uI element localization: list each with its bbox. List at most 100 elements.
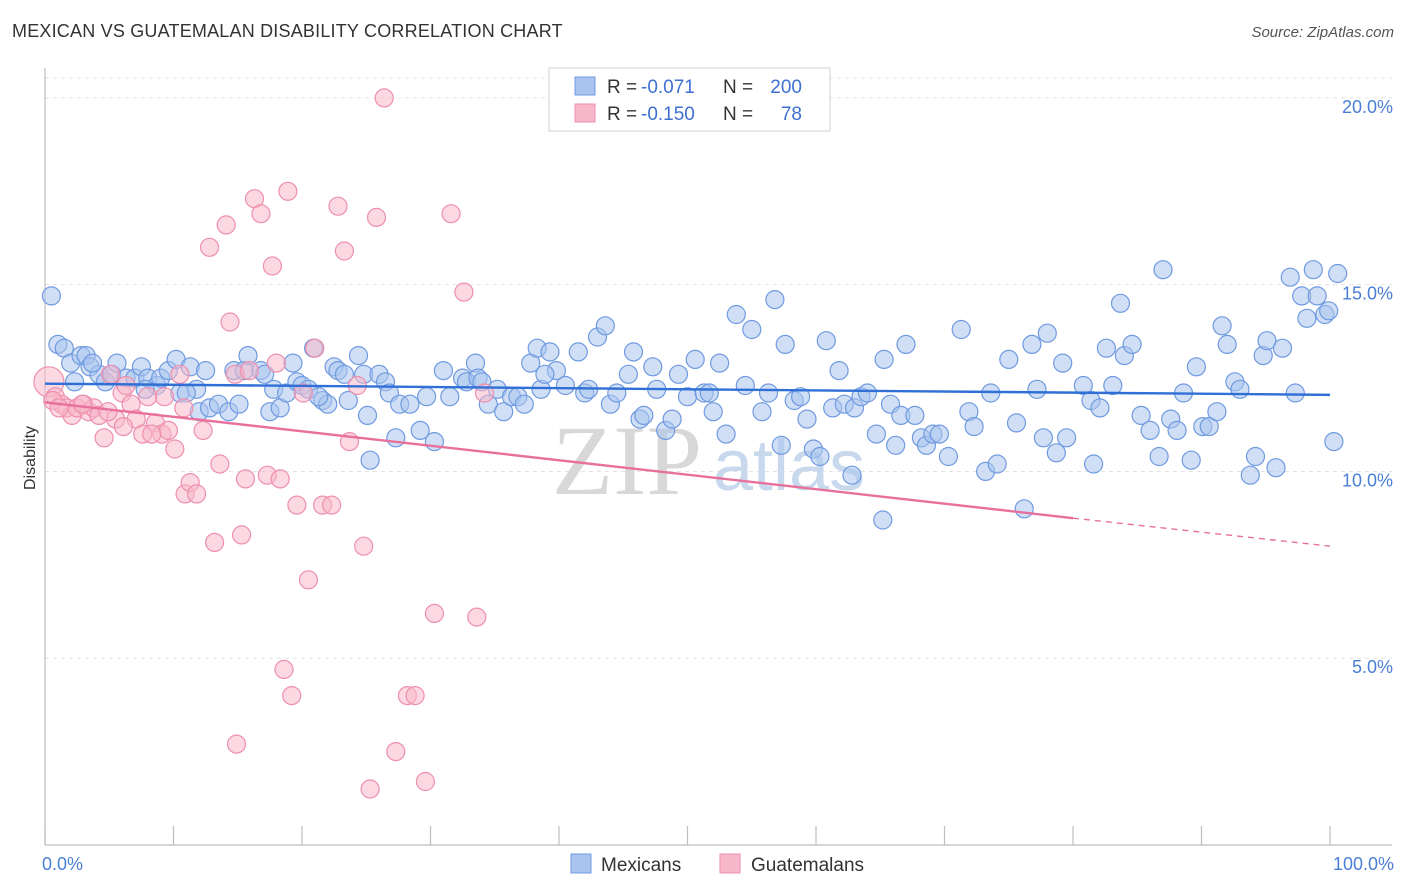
mexicans-point-63 — [440, 387, 460, 407]
mexicans-point-48 — [338, 390, 358, 411]
mexicans-point-87 — [607, 383, 627, 403]
stats-r-value-mexicans: -0.071 — [641, 77, 695, 98]
guatemalans-point-59 — [374, 88, 394, 108]
mexicans-point-107 — [758, 383, 779, 403]
y-tick-label-20: 20.0% — [1342, 97, 1393, 117]
mexicans-point-118 — [829, 361, 849, 381]
mexicans-point-145 — [1022, 334, 1042, 354]
mexicans-point-188 — [1307, 286, 1327, 306]
guatemalans-point-18 — [138, 387, 158, 407]
guatemalans-point-72 — [72, 394, 92, 414]
guatemalans-point-40 — [262, 256, 282, 276]
mexicans-point-136 — [951, 319, 971, 340]
mexicans-point-127 — [886, 435, 906, 455]
mexicans-point-198 — [82, 353, 103, 373]
mexicans-point-89 — [623, 342, 644, 362]
mexicans-point-162 — [1140, 420, 1160, 440]
legend: Mexicans Guatemalans — [570, 853, 864, 876]
guatemalans-point-62 — [405, 685, 425, 706]
mexicans-point-161 — [1131, 405, 1151, 425]
trend-line-mexicans — [44, 382, 1331, 397]
guatemalans-point-46 — [287, 495, 307, 515]
mexicans-point-29 — [229, 394, 249, 414]
guatemalans-point-26 — [187, 484, 207, 504]
mexicans-point-88 — [618, 364, 639, 384]
y-tick-labels: 5.0% 10.0% 15.0% 20.0% — [1342, 97, 1393, 677]
y-tick-label-5: 5.0% — [1352, 657, 1393, 677]
mexicans-point-98 — [685, 349, 705, 369]
mexicans-point-174 — [1217, 334, 1237, 354]
mexicans-point-154 — [1083, 454, 1104, 474]
mexicans-point-38 — [283, 353, 303, 373]
mexicans-point-168 — [1181, 450, 1201, 470]
mexicans-point-172 — [1207, 402, 1227, 422]
guatemalans-point-43 — [274, 659, 294, 680]
x-tick-label-min: 0.0% — [42, 854, 83, 874]
guatemalans-point-74 — [113, 417, 134, 437]
legend-label-guatemalans[interactable]: Guatemalans — [751, 855, 864, 876]
guatemalans-point-57 — [360, 779, 380, 799]
mexicans-point-108 — [765, 290, 785, 310]
mexicans-point-58 — [400, 394, 420, 414]
trend-lines — [44, 382, 1331, 547]
mexicans-point-101 — [709, 353, 730, 373]
guatemalans-point-47 — [293, 383, 313, 403]
guatemalans-point-52 — [328, 196, 348, 216]
mexicans-point-129 — [896, 334, 916, 354]
guatemalans-point-44 — [278, 181, 298, 201]
guatemalans-point-30 — [210, 454, 230, 474]
mexicans-point-92 — [643, 357, 663, 377]
mexicans-point-142 — [999, 349, 1019, 369]
mexicans-point-24 — [196, 361, 216, 381]
mexicans-point-151 — [1056, 428, 1077, 448]
guatemalans-point-34 — [232, 525, 252, 545]
mexicans-point-155 — [1090, 398, 1110, 418]
watermark: ZIP atlas — [552, 405, 865, 516]
legend-swatch-guatemalans[interactable] — [719, 853, 741, 874]
mexicans-point-146 — [1027, 379, 1047, 399]
stats-r-label-mexicans: R = — [607, 77, 637, 98]
mexicans-point-186 — [1297, 308, 1317, 328]
mexicans-point-192 — [1324, 432, 1344, 452]
guatemalans-point-31 — [216, 215, 236, 235]
legend-swatch-mexicans[interactable] — [570, 853, 592, 874]
mexicans-point-144 — [1014, 499, 1034, 519]
guatemalans-point-53 — [334, 241, 354, 261]
mexicans-point-169 — [1186, 357, 1207, 377]
mexicans-point-156 — [1096, 338, 1117, 358]
mexicans-point-157 — [1103, 375, 1123, 396]
guatemalans-point-67 — [467, 607, 487, 627]
mexicans-point-91 — [634, 405, 654, 425]
mexicans-point-180 — [1257, 331, 1277, 351]
mexicans-point-149 — [1046, 443, 1066, 463]
guatemalans-point-58 — [366, 207, 387, 227]
mexicans-point-164 — [1153, 260, 1173, 280]
x-ticks — [44, 826, 1331, 845]
guatemalans-point-63 — [415, 771, 435, 792]
guatemalans-point-45 — [282, 685, 302, 706]
mexicans-point-194 — [535, 364, 555, 384]
axes — [44, 68, 1392, 846]
mexicans-point-184 — [1285, 383, 1305, 403]
legend-label-mexicans[interactable]: Mexicans — [601, 855, 681, 876]
mexicans-point-102 — [716, 424, 736, 444]
stats-box: R = -0.071 N = 200 R = -0.150 N = 78 — [548, 67, 831, 132]
mexicans-point-123 — [857, 383, 878, 403]
mexicans-point-191 — [1328, 263, 1348, 284]
mexicans-point-51 — [357, 405, 378, 425]
guatemalans-point-42 — [270, 469, 290, 489]
guatemalans-point-35 — [235, 469, 256, 489]
guatemalans-point-75 — [142, 424, 162, 444]
stats-box-frame — [548, 67, 831, 132]
guatemalans-point-29 — [205, 532, 225, 553]
y-tick-label-15: 15.0% — [1342, 284, 1393, 304]
mexicans-point-166 — [1167, 420, 1187, 440]
guatemalans-point-77 — [174, 398, 194, 418]
mexicans-point-109 — [771, 435, 791, 455]
mexicans-point-147 — [1033, 428, 1054, 448]
guatemalans-point-71 — [49, 398, 69, 418]
stats-n-label-guatemalans: N = — [723, 104, 753, 125]
mexicans-point-4 — [64, 372, 85, 392]
mexicans-point-138 — [964, 417, 984, 437]
guatemalans-point-27 — [193, 420, 213, 440]
